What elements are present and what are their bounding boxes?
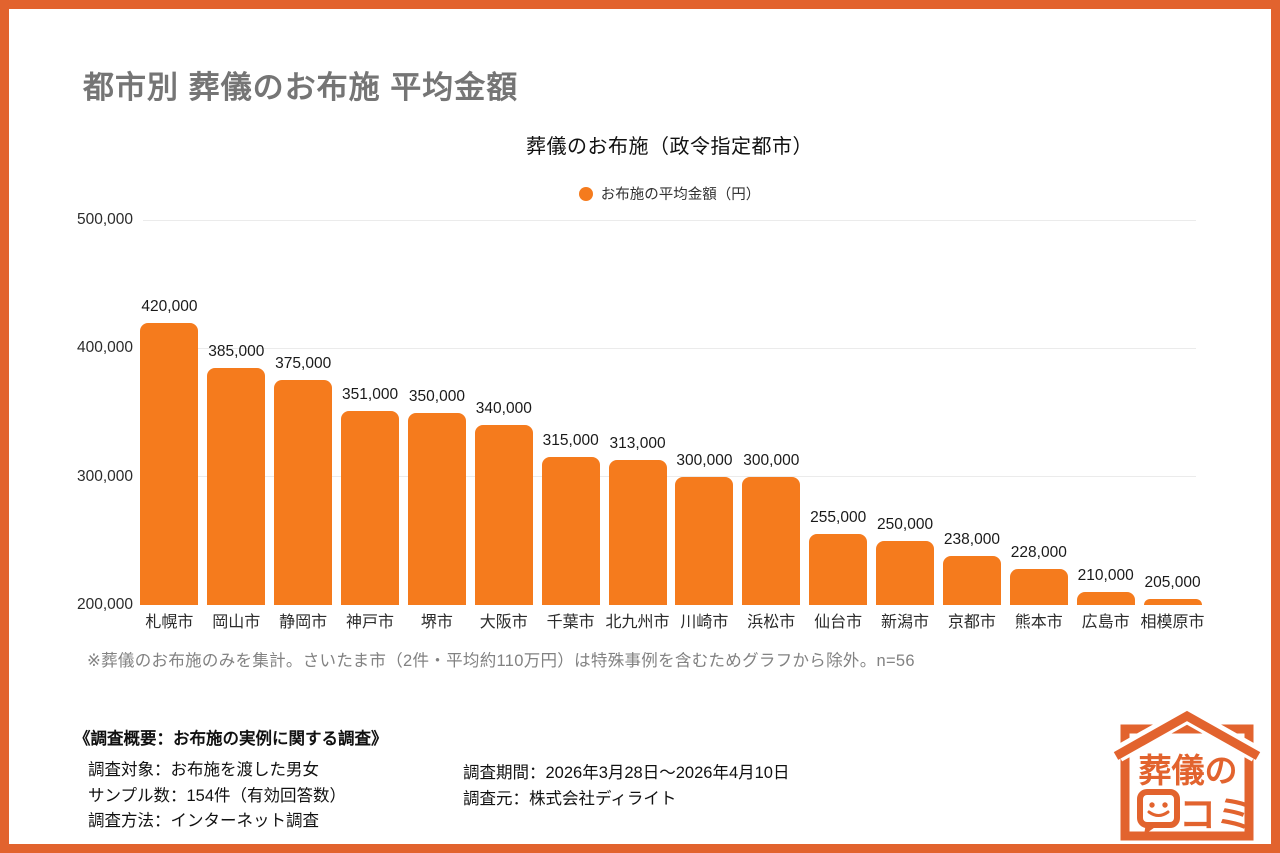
bar-静岡市 (274, 380, 333, 605)
survey-target: 調査対象：お布施を渡した男女 (88, 761, 319, 779)
x-axis-tick-label: 札幌市 (145, 614, 194, 631)
x-axis-tick-label: 静岡市 (279, 614, 328, 631)
bar-京都市 (942, 556, 1001, 605)
bar-value-label: 255,000 (810, 509, 867, 527)
survey-source: 調査元：株式会社ディライト (463, 789, 677, 808)
bar-value-label: 300,000 (743, 451, 800, 469)
x-axis-tick-label: 広島市 (1081, 614, 1130, 631)
logo-text-line1: 葬儀の (1139, 752, 1238, 789)
bar-広島市 (1076, 592, 1135, 605)
bar-大阪市 (474, 425, 533, 605)
survey-method: 調査方法：インターネット調査 (88, 812, 319, 830)
bar-相模原市 (1143, 598, 1202, 605)
bar-value-label: 351,000 (342, 386, 399, 404)
logo-roof-icon (1113, 710, 1261, 760)
x-axis-tick-label: 新潟市 (881, 614, 930, 631)
bar-千葉市 (541, 457, 600, 605)
x-axis-tick-label: 神戸市 (346, 614, 395, 631)
legend-label: お布施の平均金額（円） (600, 187, 761, 203)
bar-北九州市 (608, 459, 667, 605)
gridline (143, 476, 1196, 478)
survey-sample-size: サンプル数：154件（有効回答数） (88, 786, 347, 805)
bar-value-label: 375,000 (275, 355, 332, 373)
survey-details-left: 調査対象：お布施を渡した男女 サンプル数：154件（有効回答数） 調査方法：イン… (88, 758, 346, 835)
x-axis-tick-label: 相模原市 (1140, 614, 1205, 631)
gridline (143, 219, 1196, 221)
x-axis-tick-label: 堺市 (420, 614, 453, 631)
sogi-no-kuchikomi-logo: 葬儀の コミ (1113, 706, 1261, 841)
bar-value-label: 313,000 (609, 434, 666, 452)
chart-title: 葬儀のお布施（政令指定都市） (526, 136, 813, 158)
bar-value-label: 315,000 (542, 432, 599, 450)
legend-dot-icon (578, 186, 593, 201)
bar-神戸市 (341, 411, 400, 605)
survey-overview-heading: 《調査概要：お布施の実例に関する調査》 (74, 730, 388, 748)
bar-value-label: 300,000 (676, 451, 733, 469)
speech-bubble-smiley-icon (1137, 789, 1180, 835)
y-axis-tick-label: 500,000 (76, 211, 133, 228)
gridline (143, 347, 1196, 349)
y-axis-tick-label: 300,000 (76, 467, 133, 485)
y-axis-tick-label: 400,000 (76, 339, 133, 357)
bar-value-label: 385,000 (208, 342, 265, 360)
page-title: 都市別 葬儀のお布施 平均金額 (83, 70, 519, 105)
bar-value-label: 250,000 (877, 515, 934, 533)
x-axis-tick-label: 熊本市 (1014, 614, 1063, 631)
chart-legend: お布施の平均金額（円） (143, 183, 1196, 204)
x-axis-tick-label: 岡山市 (212, 614, 261, 631)
bar-value-label: 228,000 (1010, 544, 1067, 562)
x-axis-tick-label: 北九州市 (605, 614, 670, 631)
bar-堺市 (407, 412, 466, 605)
x-axis-tick-label: 京都市 (947, 614, 996, 631)
survey-details-right: 調査期間：2026年3月28日〜2026年4月10日 調査元：株式会社ディライト (463, 761, 789, 812)
bar-新潟市 (876, 540, 935, 605)
bar-value-label: 238,000 (943, 531, 1000, 549)
bar-value-label: 350,000 (408, 387, 465, 405)
bar-value-label: 420,000 (141, 297, 198, 315)
survey-period: 調査期間：2026年3月28日〜2026年4月10日 (463, 764, 790, 782)
bar-岡山市 (207, 367, 266, 605)
bar-川崎市 (675, 476, 734, 605)
x-axis-tick-label: 大阪市 (479, 614, 528, 631)
bar-熊本市 (1009, 569, 1068, 605)
x-axis-tick-label: 川崎市 (680, 614, 729, 631)
x-axis-tick-label: 千葉市 (546, 614, 595, 631)
bar-value-label: 340,000 (475, 400, 532, 418)
bar-value-label: 210,000 (1077, 567, 1134, 585)
bar-仙台市 (809, 534, 868, 605)
bar-札幌市 (140, 322, 199, 605)
y-axis-tick-label: 200,000 (76, 596, 133, 613)
x-axis-tick-label: 浜松市 (747, 614, 796, 631)
bar-浜松市 (742, 476, 801, 605)
chart-footnote: ※葬儀のお布施のみを集計。さいたま市（2件・平均約110万円）は特殊事例を含むた… (87, 652, 915, 670)
bar-value-label: 205,000 (1144, 573, 1201, 591)
logo-text-line2: コミ (1179, 794, 1253, 835)
x-axis-tick-label: 仙台市 (814, 614, 863, 631)
